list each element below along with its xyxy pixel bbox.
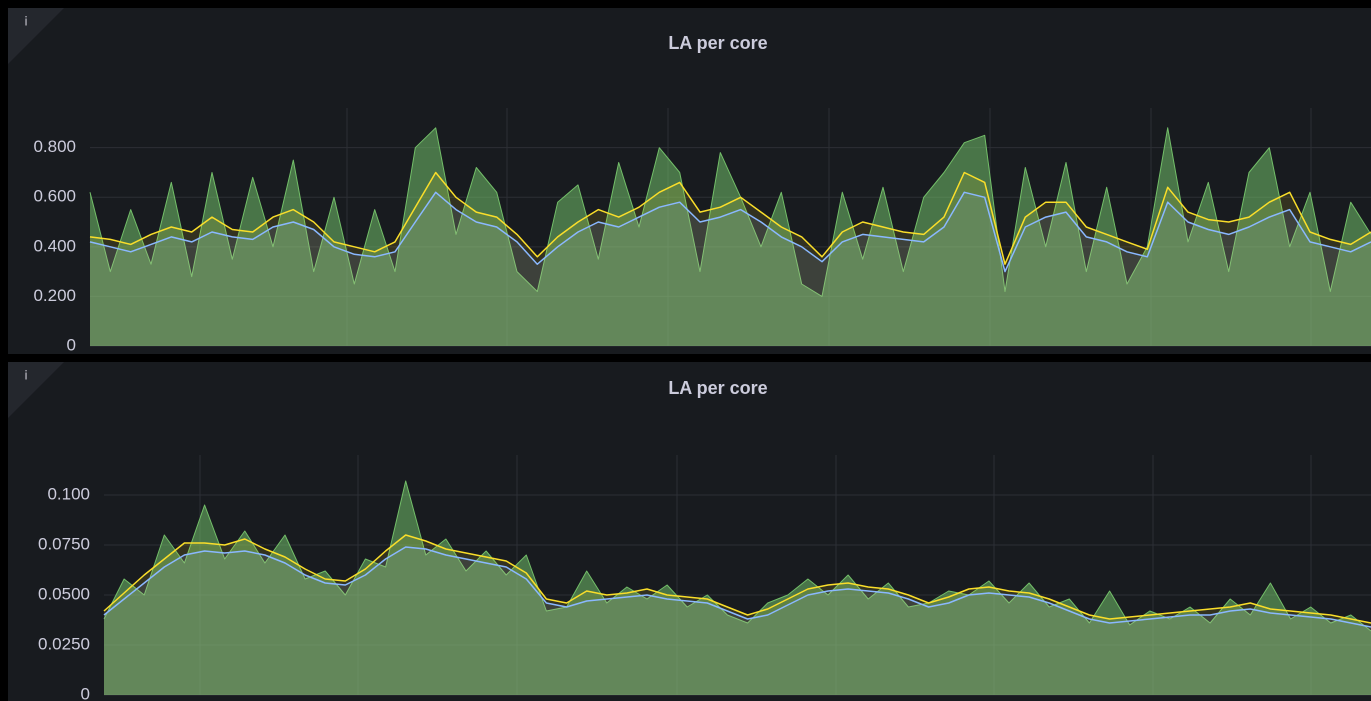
- series-line: [103, 546, 1371, 628]
- info-icon: i: [24, 367, 28, 382]
- y-tick-label: 0.100: [47, 484, 90, 503]
- series-area: [90, 127, 1371, 346]
- y-tick-label: 0.800: [33, 137, 76, 156]
- panel-title: LA per core: [668, 378, 767, 398]
- info-icon: i: [24, 13, 28, 28]
- y-tick-label: 0.600: [33, 187, 76, 206]
- info-corner: [8, 362, 64, 418]
- y-tick-label: 0: [67, 335, 76, 354]
- y-tick-label: 0.0750: [38, 534, 90, 553]
- series-area: [104, 547, 1371, 695]
- panel-title: LA per core: [668, 33, 767, 53]
- info-corner: [8, 8, 64, 64]
- series-line: [103, 480, 1371, 632]
- series-line: [89, 191, 1371, 273]
- y-tick-label: 0.0250: [38, 634, 90, 653]
- y-tick-label: 0: [81, 684, 90, 701]
- series-line: [103, 534, 1371, 624]
- series-area: [104, 481, 1371, 695]
- y-tick-label: 0.0500: [38, 584, 90, 603]
- series-line: [89, 171, 1371, 265]
- y-tick-label: 0.400: [33, 236, 76, 255]
- y-tick-label: 0.200: [33, 286, 76, 305]
